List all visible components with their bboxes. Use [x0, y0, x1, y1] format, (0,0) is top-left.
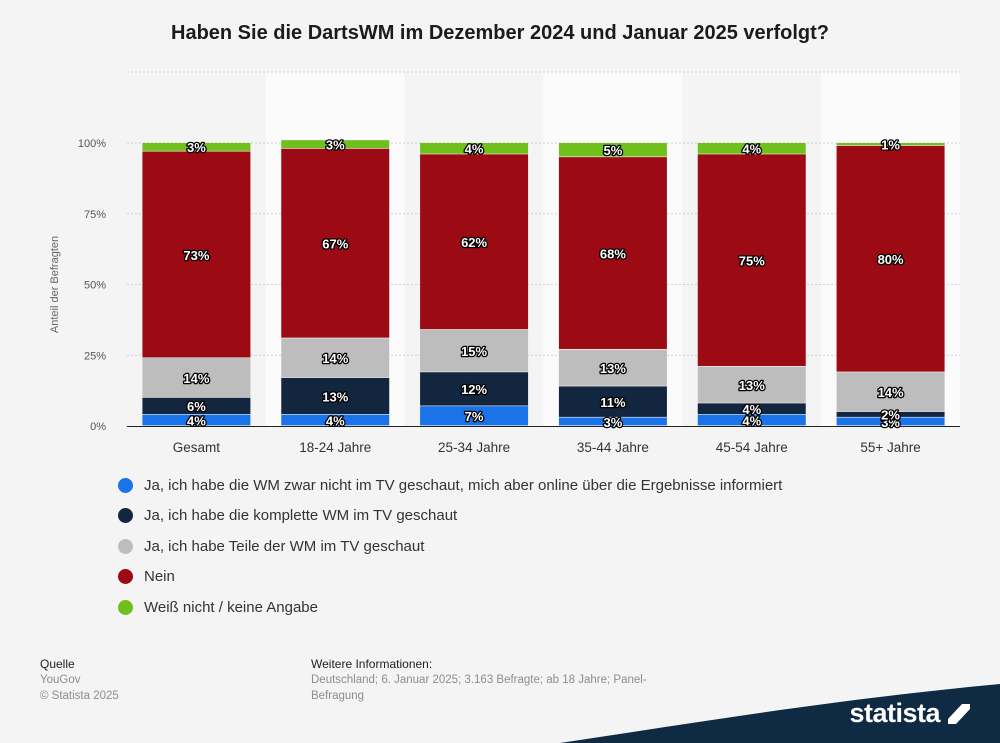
legend-item[interactable]: Ja, ich habe die WM zwar nicht im TV ges… [118, 470, 782, 501]
x-tick-label: 45-54 Jahre [716, 440, 788, 455]
data-label: 11% [600, 395, 626, 410]
bar-segment [420, 372, 529, 406]
bar-segment [558, 349, 667, 386]
bar-segment [281, 148, 390, 338]
y-tick-label: 0% [90, 421, 106, 433]
legend-item[interactable]: Ja, ich habe die komplette WM im TV gesc… [118, 501, 782, 532]
data-label: 62% [461, 235, 487, 250]
data-label: 13% [600, 361, 626, 376]
data-label: 67% [322, 236, 348, 251]
bar-segment [420, 154, 529, 330]
statista-logo-icon [948, 704, 970, 724]
legend-item[interactable]: Ja, ich habe Teile der WM im TV geschaut [118, 531, 782, 562]
data-label: 1% [881, 137, 900, 152]
legend-label: Ja, ich habe Teile der WM im TV geschaut [144, 537, 425, 555]
bar-segment [836, 411, 945, 417]
y-tick-label: 100% [78, 138, 106, 150]
data-label: 68% [600, 246, 626, 261]
bar-segment [558, 417, 667, 426]
bar-segment [420, 143, 529, 154]
legend-label: Weiß nicht / keine Angabe [144, 598, 318, 616]
bar-segment [142, 143, 251, 151]
info-block: Weitere Informationen: Deutschland; 6. J… [311, 656, 691, 704]
bar-segment [836, 417, 945, 426]
data-label: 4% [742, 413, 761, 428]
legend-swatch [118, 477, 133, 493]
data-label: 12% [461, 382, 487, 397]
statista-logo-text[interactable]: statista [849, 698, 940, 728]
x-tick-label: 25-34 Jahre [438, 440, 510, 455]
info-heading: Weitere Informationen: [311, 657, 433, 671]
bar-segment [558, 143, 667, 157]
legend-item[interactable]: Weiß nicht / keine Angabe [118, 592, 782, 623]
x-tick-label: Gesamt [173, 440, 221, 455]
data-label: 6% [187, 399, 206, 414]
source-heading: Quelle [40, 657, 75, 671]
data-label: 4% [742, 402, 761, 417]
y-tick-label: 75% [84, 209, 106, 221]
data-label: 14% [878, 385, 904, 400]
bar-segment [142, 414, 251, 426]
data-label: 13% [322, 389, 348, 404]
bar-segment [836, 372, 945, 412]
legend-label: Ja, ich habe die komplette WM im TV gesc… [144, 507, 458, 525]
bar-segment [697, 414, 806, 426]
data-label: 3% [187, 140, 206, 155]
data-label: 4% [742, 142, 761, 157]
y-axis-label: Anteil der Befragten [49, 236, 61, 333]
chart-title: Haben Sie die DartsWM im Dezember 2024 u… [171, 22, 829, 44]
bar-segment [697, 143, 806, 154]
source-link[interactable]: YouGov [40, 674, 81, 686]
x-tick-label: 55+ Jahre [860, 440, 920, 455]
data-label: 3% [326, 137, 345, 152]
data-label: 80% [878, 252, 904, 267]
bar-segment [558, 386, 667, 417]
legend-label: Ja, ich habe die WM zwar nicht im TV ges… [144, 476, 783, 494]
x-tick-label: 18-24 Jahre [299, 440, 371, 455]
bar-segment [697, 366, 806, 403]
data-label: 73% [183, 248, 209, 263]
stacked-bar-chart: 0%25%50%75%100%Anteil der Befragten4%6%1… [49, 71, 960, 455]
bar-segment [281, 140, 390, 149]
bar-segment [420, 329, 529, 372]
info-text: Deutschland; 6. Januar 2025; 3.163 Befra… [311, 674, 647, 702]
legend-swatch [118, 508, 133, 524]
bar-segment [836, 145, 945, 372]
bar-segment [420, 406, 529, 426]
bar-segment [281, 414, 390, 426]
bar-segment [142, 151, 251, 358]
data-label: 15% [461, 344, 487, 359]
bar-segment [697, 403, 806, 415]
data-label: 4% [326, 413, 345, 428]
data-label: 13% [739, 378, 765, 393]
data-label: 3% [881, 415, 900, 430]
bar-segment [281, 377, 390, 415]
legend-swatch [118, 599, 133, 615]
x-tick-label: 35-44 Jahre [577, 440, 649, 455]
legend-swatch [118, 569, 133, 585]
bar-segment [142, 397, 251, 415]
y-tick-label: 50% [84, 280, 106, 292]
bar-segment [142, 358, 251, 398]
data-label: 7% [465, 409, 484, 424]
data-label: 2% [881, 408, 900, 423]
bar-segment [697, 154, 806, 366]
legend-item[interactable]: Nein [118, 562, 782, 593]
data-label: 4% [465, 142, 484, 157]
data-label: 5% [604, 143, 623, 158]
bar-segment [558, 157, 667, 349]
data-label: 75% [739, 253, 765, 268]
bar-segment [836, 143, 945, 146]
source-block: Quelle YouGov © Statista 2025 [40, 656, 119, 704]
legend-label: Nein [144, 568, 175, 586]
copyright: © Statista 2025 [40, 690, 119, 702]
legend-swatch [118, 538, 133, 554]
y-tick-label: 25% [84, 350, 106, 362]
legend: Ja, ich habe die WM zwar nicht im TV ges… [118, 470, 782, 623]
data-label: 14% [183, 371, 209, 386]
bar-segment [281, 338, 390, 378]
data-label: 14% [322, 351, 348, 366]
data-label: 4% [187, 413, 206, 428]
data-label: 3% [604, 415, 623, 430]
